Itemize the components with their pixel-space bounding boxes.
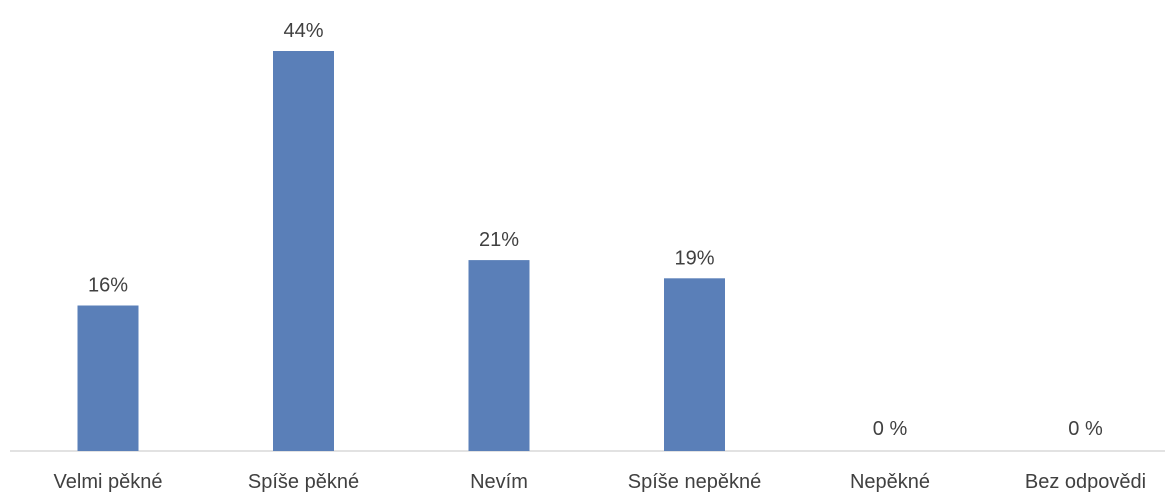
bar-0: [77, 305, 139, 451]
data-label-2: 21%: [479, 229, 519, 251]
x-tick-label-0: Velmi pěkné: [54, 471, 163, 493]
bar-3: [664, 278, 725, 451]
bar-1: [273, 51, 334, 451]
bar-2: [468, 260, 530, 451]
x-tick-labels-layer: Velmi pěkné Spíše pěkné Nevím Spíše nepěkné…: [54, 471, 1147, 493]
bars-layer: [77, 51, 725, 451]
x-tick-label-1: Spíše pěkné: [248, 471, 359, 493]
data-label-3: 19%: [674, 247, 714, 269]
data-labels-layer: 16% 44% 21% 19% 0 % 0 %: [88, 20, 1103, 440]
x-tick-label-2: Nevím: [470, 471, 528, 493]
data-label-1: 44%: [283, 20, 323, 42]
x-tick-label-5: Bez odpovědi: [1025, 471, 1146, 493]
x-tick-label-3: Spíše nepěkné: [628, 471, 761, 493]
data-label-0: 16%: [88, 275, 128, 297]
data-label-4: 0 %: [873, 418, 908, 440]
data-label-5: 0 %: [1068, 418, 1103, 440]
x-tick-label-4: Nepěkné: [850, 471, 930, 493]
